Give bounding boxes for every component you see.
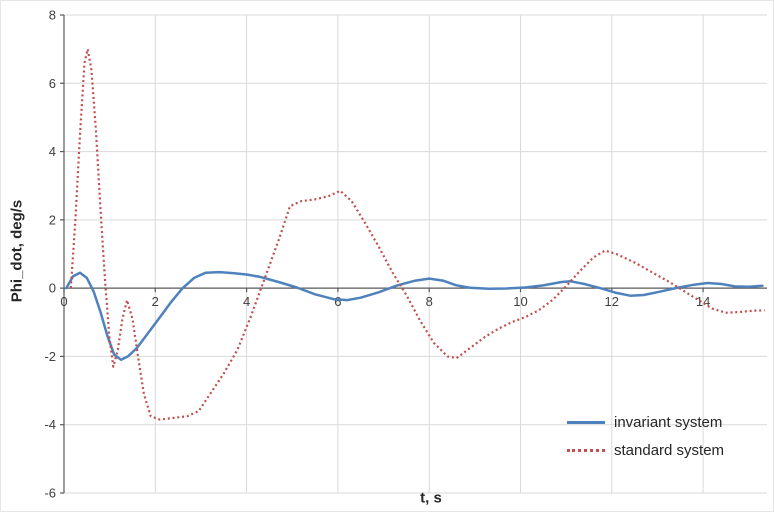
y-tick-label: 4 [49,144,56,159]
y-axis-title: Phi_dot, deg/s [8,199,26,303]
legend-label: invariant system [614,413,723,431]
legend-line-sample-solid [567,420,605,424]
x-axis-title: t, s [420,489,442,507]
x-tick-label: 12 [605,294,619,309]
y-tick-label: 0 [49,281,56,296]
y-tick-label: 2 [49,212,56,227]
x-tick-label: 14 [696,294,710,309]
x-tick-label: 8 [426,294,433,309]
x-tick-label: 2 [152,294,159,309]
x-tick-label: 10 [513,294,527,309]
series-line-invariant-system [65,270,764,362]
legend: invariant system standard system [567,413,724,459]
x-tick-label: 0 [60,294,67,309]
y-tick-label: -4 [44,417,56,432]
legend-label: standard system [614,441,725,459]
legend-item-standard-system: standard system [567,441,724,459]
x-tick-label: 6 [334,294,341,309]
legend-item-invariant-system: invariant system [567,413,724,431]
y-tick-label: 6 [49,76,56,91]
y-tick-label: 8 [49,8,56,23]
series-line-standard-system [69,47,765,421]
legend-line-sample-dotted [567,448,605,452]
x-tick-label: 4 [243,294,250,309]
y-tick-label: -6 [44,486,56,501]
y-tick-label: -2 [44,349,56,364]
